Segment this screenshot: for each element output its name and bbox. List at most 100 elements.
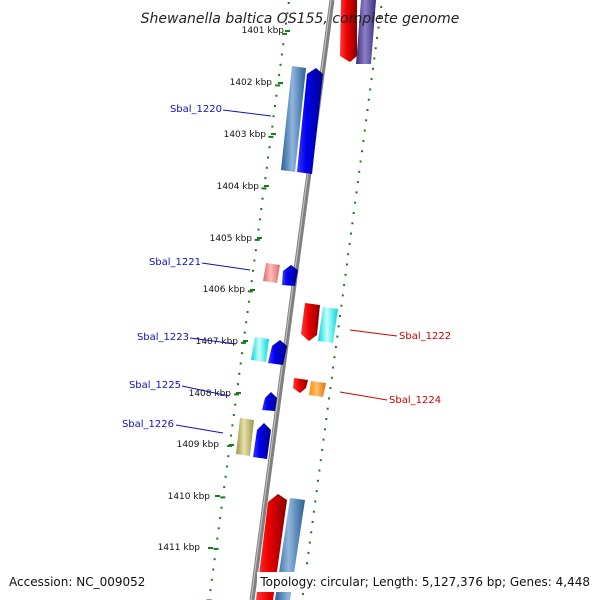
gene-arrow-blue-1221[interactable] <box>282 265 298 286</box>
right-track-tick <box>344 273 347 276</box>
gene-block-steel-1220[interactable] <box>281 66 306 172</box>
right-track-tick <box>312 510 315 513</box>
leader-line-sbal-1225 <box>181 385 230 397</box>
right-track-tick <box>372 67 374 70</box>
left-track-tick <box>213 558 216 561</box>
gene-block-purple-top[interactable] <box>356 0 376 64</box>
gene-block-pink-1221[interactable] <box>263 263 280 283</box>
gene-label-sbal-1222[interactable]: Sbal_1222 <box>399 331 451 342</box>
gene-label-sbal-1226[interactable]: Sbal_1226 <box>122 419 174 430</box>
right-track-tick <box>329 387 332 390</box>
left-track-tick <box>243 331 246 334</box>
right-track-tick <box>336 335 339 338</box>
gene-label-sbal-1225[interactable]: Sbal_1225 <box>129 380 181 391</box>
right-track-tick <box>373 57 376 60</box>
left-track-tick <box>275 94 278 97</box>
scale-tick: 1402 kbp <box>230 78 283 88</box>
right-track-tick <box>347 253 350 256</box>
left-track-tick <box>272 115 275 118</box>
right-track-tick <box>310 531 313 534</box>
right-track-tick <box>352 212 355 214</box>
gene-arrow-blue-1220[interactable] <box>297 68 323 174</box>
scale-tick-label: 1408 kbp <box>189 389 232 399</box>
left-track-tick <box>278 74 281 77</box>
right-track-tick <box>328 397 330 400</box>
right-track-tick <box>307 551 310 554</box>
scale-tick-label: 1401 kbp <box>242 26 285 36</box>
right-track-tick <box>358 170 361 173</box>
left-track-tick <box>231 424 234 427</box>
right-track-tick <box>330 376 333 379</box>
gene-arrow-blue-1225[interactable] <box>262 392 277 411</box>
right-track-tick <box>350 232 352 235</box>
leader-line-sbal-1226 <box>175 424 224 434</box>
right-track-tick <box>333 356 336 359</box>
left-track-tick <box>287 2 290 4</box>
right-track-tick <box>345 263 348 266</box>
left-track-tick <box>268 135 274 138</box>
right-track-tick <box>308 541 311 544</box>
footer-accession-bg <box>4 572 150 592</box>
left-track-tick <box>245 321 248 324</box>
left-track-tick <box>213 547 219 550</box>
right-track-tick <box>321 448 324 451</box>
right-track-tick <box>369 88 372 91</box>
left-track-tick <box>241 352 244 355</box>
gene-arrow-blue-1226[interactable] <box>253 423 271 459</box>
scale-tick-label: 1406 kbp <box>203 285 246 295</box>
right-track-tick <box>354 201 357 204</box>
left-track-tick <box>212 568 215 571</box>
right-track-tick <box>363 129 366 132</box>
right-track-tick <box>374 47 377 50</box>
gene-label-sbal-1224[interactable]: Sbal_1224 <box>389 395 441 406</box>
left-track-tick <box>275 84 281 87</box>
gene-arrow-blue-1223[interactable] <box>268 340 287 365</box>
left-track-tick <box>210 578 213 581</box>
left-track-tick <box>280 53 283 56</box>
left-track-tick <box>239 362 242 365</box>
right-track-tick <box>377 26 380 29</box>
right-track-tick <box>370 78 373 81</box>
right-track-tick <box>322 438 325 441</box>
right-track-tick <box>355 191 358 194</box>
scale-tick-label: 1404 kbp <box>217 182 260 192</box>
right-track-tick <box>341 294 344 297</box>
scale-tick-label: 1409 kbp <box>177 440 220 450</box>
gene-arrow-red-1224[interactable] <box>293 378 308 393</box>
leader-line-sbal-1220 <box>222 109 272 117</box>
scale-tick-label: 1405 kbp <box>210 234 253 244</box>
left-track-tick <box>234 403 237 406</box>
gene-block-khaki-1226[interactable] <box>236 418 254 456</box>
gene-features <box>236 0 376 600</box>
gene-label-sbal-1221[interactable]: Sbal_1221 <box>149 257 201 268</box>
right-track-tick <box>326 407 329 410</box>
gene-block-cyan-1223[interactable] <box>251 337 269 362</box>
right-track-tick <box>361 150 363 153</box>
left-track-tick <box>258 218 261 221</box>
left-track-tick <box>286 12 289 15</box>
right-track-tick <box>334 345 337 348</box>
right-track-tick <box>325 418 328 420</box>
right-track-tick <box>380 6 383 8</box>
left-track-tick <box>261 187 267 190</box>
scale-tick-label: 1411 kbp <box>158 543 201 553</box>
gene-label-sbal-1223[interactable]: Sbal_1223 <box>137 332 189 343</box>
right-track-tick <box>359 160 362 163</box>
scale-tick: 1410 kbp <box>168 492 220 502</box>
gene-label-sbal-1220[interactable]: Sbal_1220 <box>170 104 222 115</box>
scale-tick: 1403 kbp <box>224 130 276 140</box>
left-track-tick <box>227 455 230 458</box>
right-track-tick <box>378 16 381 19</box>
gene-arrow-red-1222[interactable] <box>301 303 320 341</box>
left-track-tick <box>261 197 264 200</box>
scale-tick: 1406 kbp <box>203 285 255 295</box>
left-track-tick <box>257 228 260 231</box>
scale-tick: 1405 kbp <box>210 234 262 244</box>
gene-block-cyan-1222[interactable] <box>318 307 338 343</box>
gene-arrow-red-top[interactable] <box>340 0 357 62</box>
right-track-tick <box>356 181 359 184</box>
left-track-tick <box>230 434 233 437</box>
right-track-tick <box>343 284 346 287</box>
gene-block-orange-1224[interactable] <box>309 381 326 397</box>
